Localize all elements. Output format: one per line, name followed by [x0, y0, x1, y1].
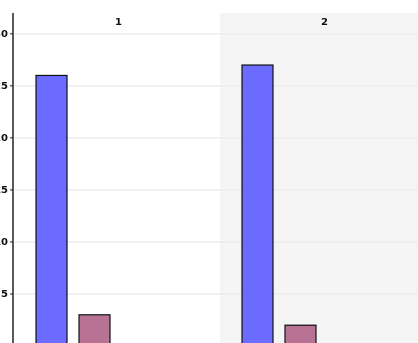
y-tick-label: 15 — [0, 185, 8, 196]
bar — [78, 314, 111, 343]
panel-label: 2 — [321, 17, 328, 28]
y-tick-label: 10 — [0, 237, 8, 248]
y-tick-label: 25 — [0, 81, 8, 92]
bar — [284, 324, 317, 343]
bar — [35, 74, 68, 343]
panel-label: 1 — [115, 17, 122, 28]
y-tick-label: 20 — [0, 133, 8, 144]
y-tick-label: 5 — [1, 289, 8, 300]
bar — [241, 64, 274, 343]
y-tick-label: 30 — [0, 29, 8, 40]
